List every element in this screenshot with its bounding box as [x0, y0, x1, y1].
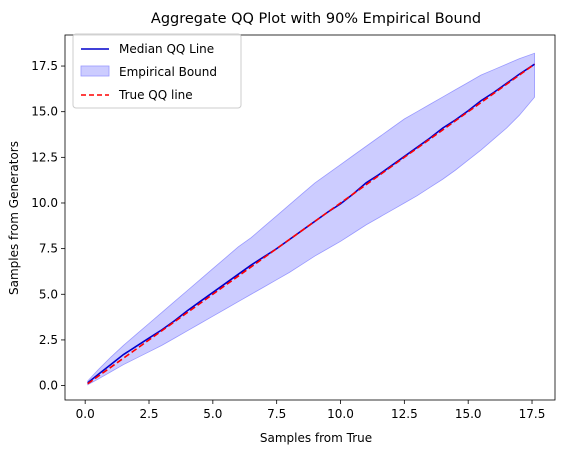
y-tick-label: 10.0	[31, 196, 58, 210]
y-tick-label: 15.0	[31, 105, 58, 119]
y-axis-ticks: 0.0 2.5 5.0 7.5 10.0 12.5 15.0 17.5	[31, 59, 65, 393]
y-tick-label: 0.0	[39, 379, 58, 393]
y-tick-label: 5.0	[39, 287, 58, 301]
true-qq-line	[87, 63, 536, 385]
x-tick-label: 0.0	[76, 407, 95, 421]
y-tick-label: 12.5	[31, 150, 58, 164]
legend-median-label: Median QQ Line	[119, 42, 214, 56]
legend-bound-label: Empirical Bound	[119, 65, 217, 79]
x-axis-ticks: 0.0 2.5 5.0 7.5 10.0 12.5 15.0 17.5	[76, 400, 546, 421]
x-tick-label: 10.0	[327, 407, 354, 421]
legend-bound-swatch	[80, 65, 110, 77]
x-axis-label: Samples from True	[260, 431, 372, 445]
legend: Median QQ Line Empirical Bound True QQ l…	[72, 33, 242, 109]
legend-true-label: True QQ line	[118, 88, 193, 102]
y-tick-label: 17.5	[31, 59, 58, 73]
x-tick-label: 15.0	[455, 407, 482, 421]
plot-area	[87, 52, 536, 386]
x-tick-label: 12.5	[391, 407, 418, 421]
x-tick-label: 2.5	[139, 407, 158, 421]
y-tick-label: 2.5	[39, 333, 58, 347]
y-tick-label: 7.5	[39, 242, 58, 256]
legend-box	[72, 33, 242, 109]
chart-title: Aggregate QQ Plot with 90% Empirical Bou…	[151, 11, 481, 27]
y-axis-label: Samples from Generators	[7, 141, 21, 295]
x-tick-label: 5.0	[203, 407, 222, 421]
x-tick-label: 17.5	[519, 407, 546, 421]
axes-frame	[64, 34, 556, 401]
x-tick-label: 7.5	[267, 407, 286, 421]
